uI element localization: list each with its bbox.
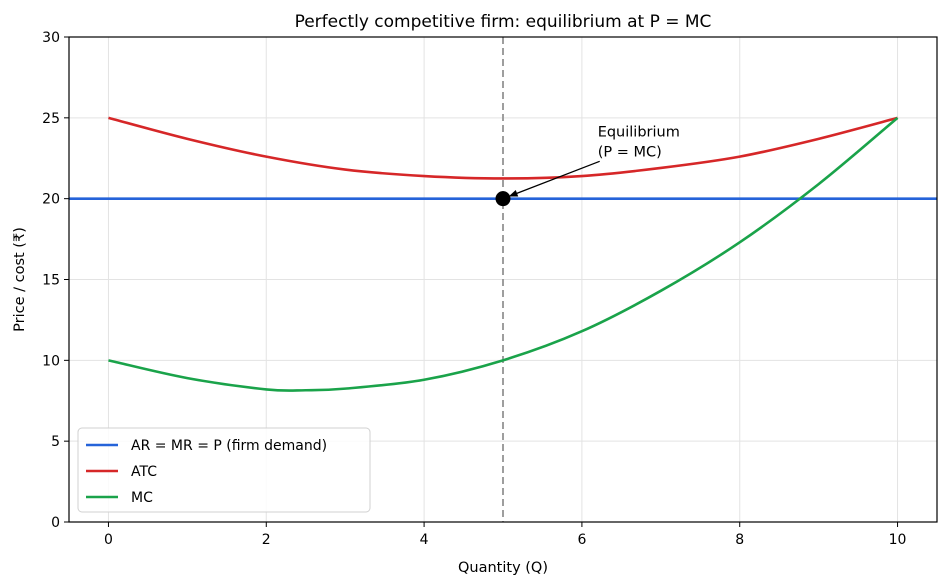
annotation-arrowhead bbox=[508, 189, 519, 197]
x-tick-label-0: 0 bbox=[104, 532, 113, 548]
x-axis-label: Quantity (Q) bbox=[458, 560, 548, 576]
x-tick-label-3: 6 bbox=[577, 532, 586, 548]
annotation: Equilibrium (P = MC) bbox=[508, 124, 680, 197]
x-tick-label-1: 2 bbox=[262, 532, 271, 548]
y-tick-label-0: 0 bbox=[51, 515, 60, 531]
x-axis: 0 2 4 6 8 10 bbox=[104, 522, 906, 548]
annotation-arrow bbox=[513, 160, 600, 195]
legend-box bbox=[77, 427, 371, 513]
x-tick-label-2: 4 bbox=[420, 532, 429, 548]
legend-label-demand-line: AR = MR = P (firm demand) bbox=[131, 438, 327, 454]
legend-label-mc-line: MC bbox=[131, 490, 153, 506]
y-tick-label-5: 25 bbox=[42, 111, 60, 127]
y-tick-label-3: 15 bbox=[42, 273, 60, 289]
y-tick-label-1: 5 bbox=[51, 434, 60, 450]
annotation-text-line2: (P = MC) bbox=[598, 144, 662, 160]
x-tick-label-4: 8 bbox=[735, 532, 744, 548]
y-axis: 0 5 10 15 20 25 30 bbox=[42, 30, 69, 531]
chart-title: Perfectly competitive firm: equilibrium … bbox=[295, 12, 712, 32]
series-atc-line bbox=[108, 116, 898, 180]
y-tick-label-4: 20 bbox=[42, 192, 60, 208]
legend-label-atc-line: ATC bbox=[131, 464, 157, 480]
annotation-text-line1: Equilibrium bbox=[598, 124, 680, 140]
equilibrium-point bbox=[495, 191, 511, 207]
x-tick-label-5: 10 bbox=[889, 532, 907, 548]
y-axis-label: Price / cost (₹) bbox=[12, 227, 28, 332]
legend: AR = MR = P (firm demand) ATC MC bbox=[77, 427, 371, 513]
series-mc-line bbox=[108, 116, 899, 392]
y-tick-label-6: 30 bbox=[42, 30, 60, 46]
y-tick-label-2: 10 bbox=[42, 353, 60, 369]
